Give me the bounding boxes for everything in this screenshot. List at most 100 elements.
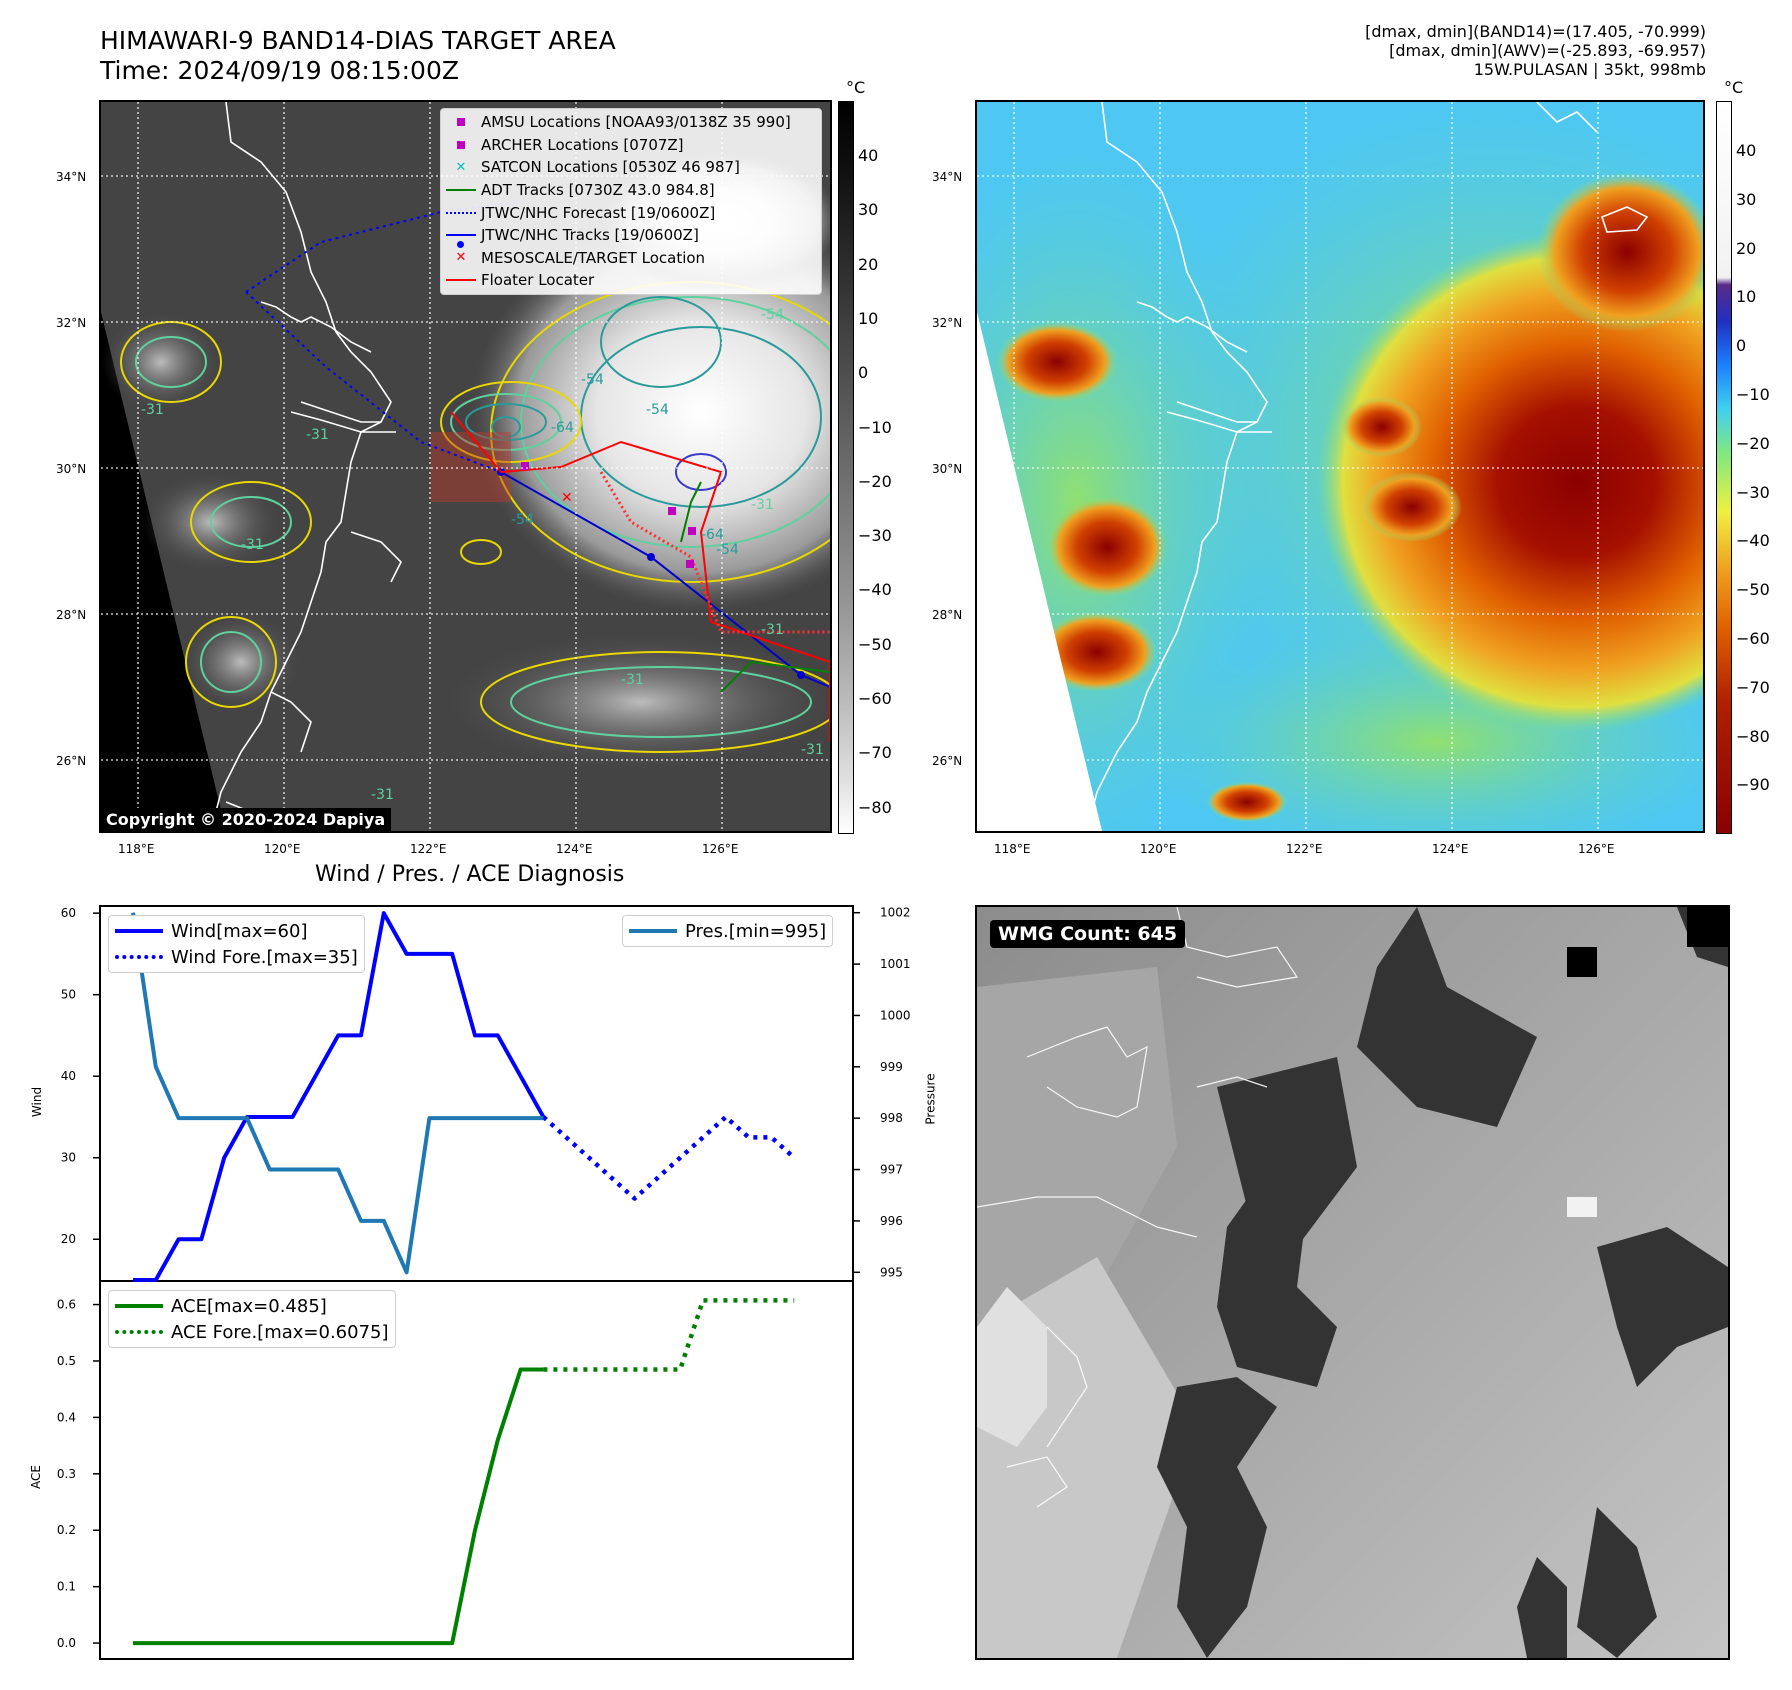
lat-label: 26°N <box>56 754 87 768</box>
pressure-legend: Pres.[min=995] <box>622 915 834 947</box>
y-tick-label: 999 <box>880 1060 903 1074</box>
dotted-line-icon <box>115 1330 163 1334</box>
legend-item-wind-forecast: Wind Fore.[max=35] <box>115 944 358 970</box>
legend-label: Pres.[min=995] <box>685 920 827 942</box>
awv-colorbar-tick-label: 40 <box>1736 141 1757 160</box>
map-legend: AMSU Locations [NOAA93/0138Z 35 990] ARC… <box>440 108 822 295</box>
solid-line-icon <box>629 929 677 933</box>
colorbar-unit: °C <box>846 78 866 97</box>
legend-item-amsu: AMSU Locations [NOAA93/0138Z 35 990] <box>441 111 821 134</box>
lon-label: 124°E <box>556 842 593 856</box>
lat-label: 26°N <box>932 754 963 768</box>
grayscale-colorbar-tick-label: 0 <box>858 363 869 383</box>
legend-label: ACE Fore.[max=0.6075] <box>171 1321 389 1343</box>
awv-colorbar-tick-label: −20 <box>1736 433 1770 453</box>
awv-colorbar-tick-label: −80 <box>1736 726 1770 746</box>
y-tick-label: 60 <box>61 906 76 920</box>
lat-label: 34°N <box>56 170 87 184</box>
contour-label: -31 <box>241 537 264 553</box>
line-marker-icon <box>446 189 476 192</box>
contour-label: -54 <box>761 307 784 323</box>
y-tick-label: 997 <box>880 1163 903 1177</box>
lon-label: 124°E <box>1432 842 1469 856</box>
y-tick-label: 0.4 <box>57 1410 76 1424</box>
diagnosis-chart-area <box>99 905 854 1660</box>
awv-colorbar-tick-label: −70 <box>1736 677 1770 697</box>
awv-colorbar <box>1716 101 1732 834</box>
diagnosis-title: Wind / Pres. / ACE Diagnosis <box>315 862 625 887</box>
storm-info: 15W.PULASAN | 35kt, 998mb <box>1473 60 1706 79</box>
solid-line-icon <box>115 929 163 933</box>
contour-label: -31 <box>371 787 394 803</box>
svg-text:✕: ✕ <box>561 490 573 506</box>
grayscale-colorbar-tick-label: 30 <box>858 200 879 220</box>
contour-label: -31 <box>141 402 164 418</box>
dotted-line-icon <box>446 211 476 214</box>
wind-axis-label: Wind <box>30 1086 45 1118</box>
grayscale-colorbar-tick-label: 20 <box>858 254 879 274</box>
lon-label: 120°E <box>264 842 301 856</box>
y-tick-label: 0.1 <box>57 1580 76 1594</box>
square-marker-icon <box>457 118 465 127</box>
line-dot-marker-icon <box>446 234 476 237</box>
legend-item-satcon: ✕ SATCON Locations [0530Z 46 987] <box>441 156 821 179</box>
contour-label: -31 <box>621 672 644 688</box>
lat-label: 30°N <box>56 462 87 476</box>
legend-item-tracks: JTWC/NHC Tracks [19/0600Z] <box>441 224 821 249</box>
legend-label: AMSU Locations [NOAA93/0138Z 35 990] <box>481 113 791 132</box>
legend-item-ace-forecast: ACE Fore.[max=0.6075] <box>115 1319 389 1345</box>
legend-item-floater: Floater Locater <box>441 269 821 292</box>
lat-label: 28°N <box>56 608 87 622</box>
awv-colorbar-tick-label: −90 <box>1736 775 1770 795</box>
awv-colorbar-tick-label: 30 <box>1736 189 1757 209</box>
lat-label: 28°N <box>932 608 963 622</box>
awv-colorbar-tick-label: 20 <box>1736 238 1757 258</box>
x-marker-icon: ✕ <box>455 159 467 175</box>
y-tick-label: 998 <box>880 1111 903 1125</box>
lon-label: 126°E <box>702 842 739 856</box>
awv-map-panel[interactable] <box>975 100 1705 833</box>
lon-label: 126°E <box>1578 842 1615 856</box>
stats-header: [dmax, dmin](BAND14)=(17.405, -70.999) [… <box>1365 22 1706 79</box>
grayscale-colorbar-tick-label: −50 <box>858 634 892 654</box>
square-marker-icon <box>457 140 465 149</box>
dotted-line-icon <box>115 955 163 959</box>
grayscale-colorbar-tick-label: 40 <box>858 146 879 165</box>
ace-axis-label: ACE <box>28 1465 43 1489</box>
legend-item-ace: ACE[max=0.485] <box>115 1293 389 1319</box>
line-marker-icon <box>446 279 476 282</box>
y-tick-label: 0.2 <box>57 1523 76 1537</box>
awv-colorbar-tick-label: −50 <box>1736 580 1770 600</box>
wmg-image <box>977 907 1728 1658</box>
legend-label: ARCHER Locations [0707Z] <box>481 135 684 154</box>
legend-label: MESOSCALE/TARGET Location <box>481 248 706 267</box>
y-tick-label: 20 <box>61 1232 76 1246</box>
lat-label: 30°N <box>932 462 963 476</box>
y-tick-label: 30 <box>61 1151 76 1165</box>
awv-map-image <box>977 102 1703 831</box>
y-tick-label: 1001 <box>880 957 911 971</box>
awv-colorbar-tick-label: 0 <box>1736 336 1747 356</box>
lat-label: 32°N <box>56 316 87 330</box>
legend-item-archer: ARCHER Locations [0707Z] <box>441 134 821 157</box>
grayscale-colorbar-tick-label: −80 <box>858 797 892 817</box>
y-tick-label: 0.6 <box>57 1298 76 1312</box>
lon-label: 118°E <box>118 842 155 856</box>
y-tick-label: 40 <box>61 1069 76 1083</box>
y-tick-label: 996 <box>880 1214 903 1228</box>
contour-label: -54 <box>511 512 534 528</box>
contour-label: -31 <box>306 427 329 443</box>
grayscale-colorbar <box>838 101 854 834</box>
y-tick-label: 0.5 <box>57 1354 76 1368</box>
ace-legend: ACE[max=0.485] ACE Fore.[max=0.6075] <box>108 1290 396 1348</box>
awv-colorbar-tick-label: −40 <box>1736 531 1770 551</box>
legend-item-forecast: JTWC/NHC Forecast [19/0600Z] <box>441 201 821 224</box>
stats-awv: [dmax, dmin](AWV)=(-25.893, -69.957) <box>1389 41 1706 60</box>
wmg-panel[interactable] <box>975 905 1730 1660</box>
contour-label: -31 <box>801 742 824 758</box>
lat-label: 32°N <box>932 316 963 330</box>
panel-divider <box>99 1280 854 1282</box>
title-line-1: HIMAWARI-9 BAND14-DIAS TARGET AREA <box>100 26 616 55</box>
solid-line-icon <box>115 1304 163 1308</box>
grayscale-colorbar-tick-label: −20 <box>858 471 892 491</box>
